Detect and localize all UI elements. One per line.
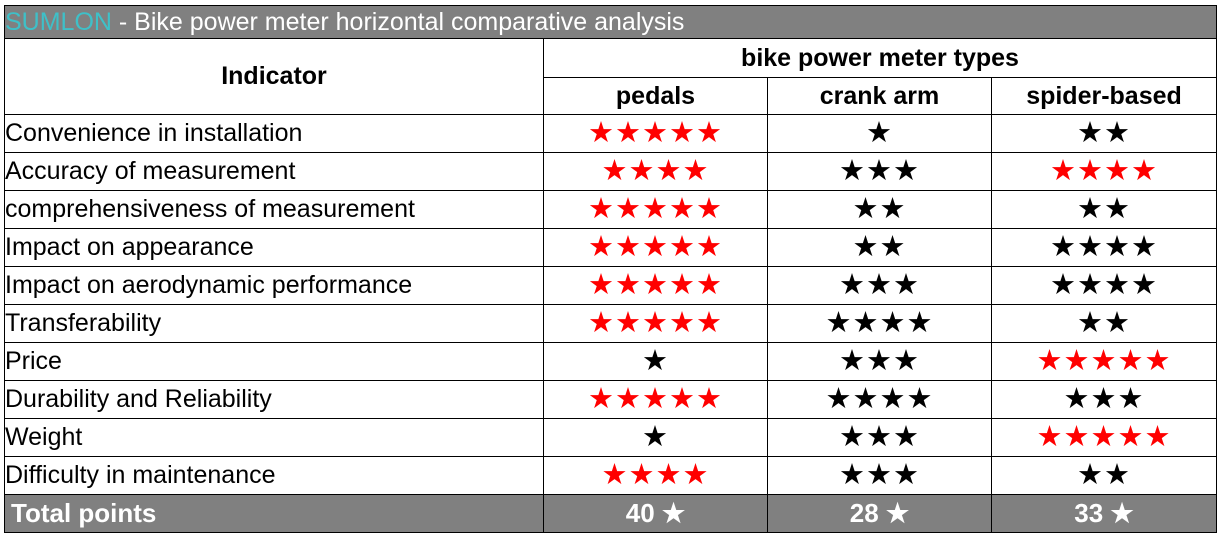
total-value: 33 ★ — [991, 494, 1217, 533]
indicator-label: Price — [4, 342, 544, 381]
total-row: Total points 40 ★ 28 ★ 33 ★ — [4, 494, 1217, 533]
star-rating: ★★ — [767, 190, 992, 229]
star-rating: ★★ — [991, 114, 1217, 153]
star-icon: ★★★★★ — [588, 193, 723, 225]
indicator-label: Impact on appearance — [4, 228, 544, 267]
star-icon: ★★★ — [839, 459, 920, 491]
star-icon: ★★ — [1077, 459, 1131, 491]
star-rating: ★★★ — [767, 152, 992, 191]
indicator-label: Difficulty in maintenance — [4, 456, 544, 495]
star-rating: ★★★★★ — [543, 304, 768, 343]
star-icon: ★★ — [1077, 117, 1131, 149]
star-icon: ★★★★ — [1050, 231, 1158, 263]
star-icon: ★★★★ — [601, 155, 710, 187]
star-rating: ★★★★ — [991, 152, 1217, 191]
table-row: Convenience in installation ★★★★★ ★ ★★ — [4, 114, 1217, 153]
star-icon: ★★★★★ — [588, 269, 723, 301]
star-icon: ★ — [642, 345, 669, 377]
star-rating: ★★★★★ — [991, 342, 1217, 381]
type-header-crank-arm: crank arm — [767, 77, 992, 115]
table-row: Weight ★ ★★★ ★★★★★ — [4, 418, 1217, 457]
table-row: Transferability ★★★★★ ★★★★ ★★ — [4, 304, 1217, 343]
star-rating: ★★★ — [991, 380, 1217, 419]
star-rating: ★★★★ — [543, 152, 768, 191]
type-header-pedals: pedals — [543, 77, 768, 115]
star-icon: ★★★★ — [601, 459, 710, 491]
star-icon: ★★★★ — [825, 307, 934, 339]
star-icon: ★★ — [1077, 307, 1131, 339]
star-rating: ★★★★★ — [991, 418, 1217, 457]
star-icon: ★★★★★ — [588, 117, 723, 149]
star-icon: ★★★★★ — [588, 383, 723, 415]
page-title: SUMLON - Bike power meter horizontal com… — [4, 5, 1217, 39]
star-icon: ★★★★★ — [588, 231, 723, 263]
indicator-label: Durability and Reliability — [4, 380, 544, 419]
star-rating: ★★★★★ — [543, 190, 768, 229]
table-row: Impact on appearance ★★★★★ ★★ ★★★★ — [4, 228, 1217, 267]
star-rating: ★★★★ — [543, 456, 768, 495]
star-icon: ★ — [866, 117, 893, 149]
star-icon: ★★★ — [1063, 383, 1145, 415]
star-icon: ★★ — [852, 193, 907, 225]
type-header-spider-based: spider-based — [991, 77, 1217, 115]
indicator-header: Indicator — [4, 38, 544, 115]
star-rating: ★★★★ — [991, 228, 1217, 267]
types-group-header: bike power meter types — [543, 38, 1217, 78]
star-icon: ★★★ — [839, 345, 920, 377]
star-icon: ★★★★★ — [1036, 345, 1172, 377]
brand-name: SUMLON — [5, 8, 112, 36]
star-rating: ★★★ — [767, 266, 992, 305]
table-row: Accuracy of measurement ★★★★ ★★★ ★★★★ — [4, 152, 1217, 191]
star-icon: ★★★ — [839, 269, 920, 301]
title-row: SUMLON - Bike power meter horizontal com… — [4, 5, 1217, 39]
title-text: - Bike power meter horizontal comparativ… — [111, 8, 685, 36]
star-rating: ★★ — [991, 456, 1217, 495]
star-rating: ★★★★★ — [543, 380, 768, 419]
header-row-group: Indicator bike power meter types — [4, 38, 1217, 115]
star-rating: ★★★★ — [767, 380, 992, 419]
star-icon: ★★★★ — [1050, 269, 1158, 301]
star-icon: ★ — [642, 421, 669, 453]
indicator-label: Convenience in installation — [4, 114, 544, 153]
indicator-label: Transferability — [4, 304, 544, 343]
star-rating: ★ — [767, 114, 992, 153]
indicator-label: Weight — [4, 418, 544, 457]
star-icon: ★★★ — [839, 421, 920, 453]
total-value: 28 ★ — [767, 494, 992, 533]
star-icon: ★★ — [852, 231, 907, 263]
table-row: Difficulty in maintenance ★★★★ ★★★ ★★ — [4, 456, 1217, 495]
indicator-label: Accuracy of measurement — [4, 152, 544, 191]
comparison-table: SUMLON - Bike power meter horizontal com… — [4, 5, 1217, 533]
star-rating: ★★★★★ — [543, 114, 768, 153]
star-rating: ★★ — [991, 190, 1217, 229]
star-icon: ★★★★★ — [588, 307, 723, 339]
star-rating: ★ — [543, 342, 768, 381]
star-rating: ★★★ — [767, 456, 992, 495]
star-icon: ★★ — [1077, 193, 1131, 225]
star-rating: ★★★★★ — [543, 266, 768, 305]
star-rating: ★★★★ — [767, 304, 992, 343]
table-row: comprehensiveness of measurement ★★★★★ ★★ ★… — [4, 190, 1217, 229]
star-icon: ★★★★ — [1050, 155, 1158, 187]
star-rating: ★★★★★ — [543, 228, 768, 267]
star-icon: ★★★★ — [825, 383, 934, 415]
indicator-label: comprehensiveness of measurement — [4, 190, 544, 229]
star-rating: ★★★ — [767, 418, 992, 457]
indicator-label: Impact on aerodynamic performance — [4, 266, 544, 305]
table-row: Price ★ ★★★ ★★★★★ — [4, 342, 1217, 381]
star-icon: ★★★★★ — [1036, 421, 1172, 453]
total-value: 40 ★ — [543, 494, 768, 533]
star-rating: ★★★ — [767, 342, 992, 381]
star-icon: ★★★ — [839, 155, 920, 187]
table-row: Impact on aerodynamic performance ★★★★★ ★★… — [4, 266, 1217, 305]
total-label: Total points — [4, 494, 544, 533]
star-rating: ★★ — [991, 304, 1217, 343]
header-row-types: pedals crank arm spider-based — [5, 77, 1217, 115]
star-rating: ★ — [543, 418, 768, 457]
table-row: Durability and Reliability ★★★★★ ★★★★ ★★★ — [4, 380, 1217, 419]
star-rating: ★★★★ — [991, 266, 1217, 305]
star-rating: ★★ — [767, 228, 992, 267]
